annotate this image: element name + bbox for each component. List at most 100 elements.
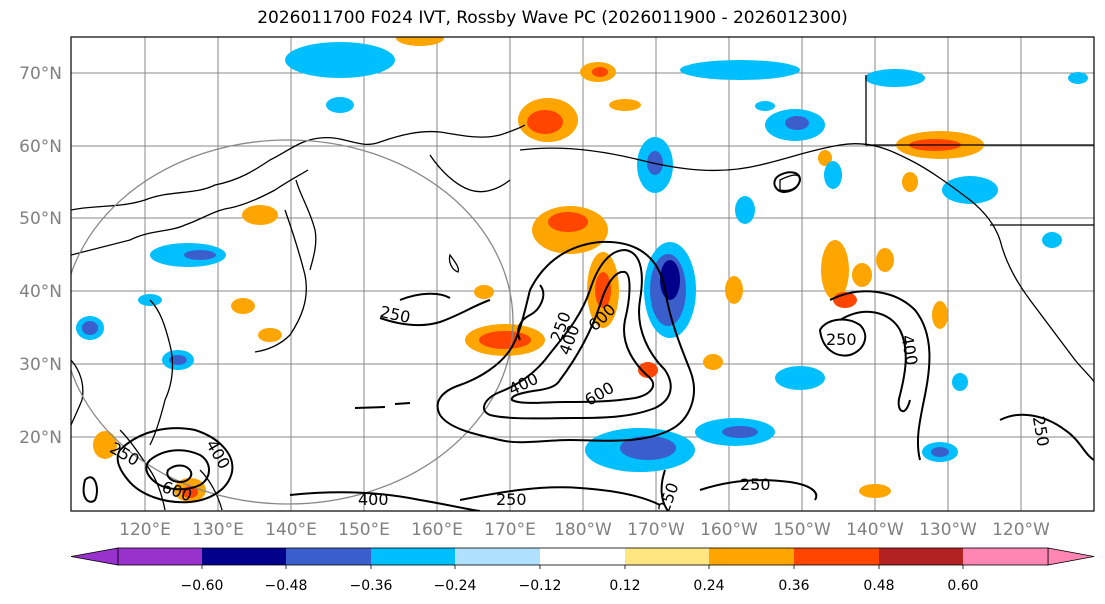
colorbar-tick-labels: −0.60 −0.48 −0.36 −0.24 −0.12 0.12 0.24 0.36 0.4… (181, 565, 979, 594)
negative-region (1068, 72, 1088, 84)
colorbar-segment (118, 548, 202, 565)
positive-region (548, 212, 588, 232)
map-border (70, 36, 1095, 512)
ivt-contour-400 (116, 427, 234, 504)
positive-region (93, 431, 117, 459)
positive-region (859, 484, 891, 498)
negative-region (184, 250, 216, 260)
lon-tick-label: 120°E (119, 520, 171, 540)
lat-tick-label: 70°N (19, 64, 62, 84)
colorbar-tick-label: 0.36 (778, 578, 809, 594)
negative-region (680, 60, 800, 80)
ivt-contours (82, 171, 1094, 511)
colorbar-tick-label: 0.12 (609, 578, 640, 594)
colorbar-extend-max (1047, 547, 1095, 566)
colorbar-tick-label: 0.60 (947, 578, 978, 594)
ivt-contour-250 (436, 240, 695, 444)
colorbar-segment (286, 548, 371, 565)
lon-tick-label: 150°W (773, 520, 831, 540)
positive-region (725, 276, 743, 304)
lat-tick-label: 20°N (19, 428, 62, 448)
contour-label: 250 (740, 475, 771, 494)
negative-region (82, 321, 98, 335)
positive-region (609, 99, 641, 111)
negative-region (169, 355, 187, 365)
colorbar (70, 547, 1095, 566)
positive-region (902, 172, 918, 192)
lat-tick-label: 30°N (19, 355, 62, 375)
ivt-contour-250 (354, 402, 411, 409)
negative-region (824, 161, 842, 189)
positive-region (703, 354, 723, 370)
ivt-contour-250 (517, 284, 545, 341)
lon-tick-label: 170°E (484, 520, 536, 540)
colorbar-tick-label: 0.48 (863, 578, 894, 594)
ivt-contour-250 (82, 476, 98, 503)
lon-tick-label: 160°W (700, 520, 758, 540)
latitude-labels: 70°N 60°N 50°N 40°N 30°N 20°N (19, 64, 62, 448)
colorbar-segment (202, 548, 286, 565)
positive-region (474, 285, 494, 299)
ivt-contour-400 (482, 248, 672, 420)
colorbar-segment (455, 548, 540, 565)
negative-region (865, 69, 925, 87)
lat-tick-label: 50°N (19, 209, 62, 229)
colorbar-outline (117, 547, 1049, 566)
colorbar-segment (540, 548, 625, 565)
colorbar-tick-label: −0.60 (181, 578, 224, 594)
negative-region (952, 373, 968, 391)
ivt-contour-600 (510, 270, 655, 404)
negative-region (775, 366, 825, 390)
negative-region (755, 101, 775, 111)
positive-region (852, 263, 872, 287)
positive-region (231, 298, 255, 314)
lon-tick-label: 170°W (627, 520, 685, 540)
colorbar-tick-label: −0.36 (350, 578, 393, 594)
lat-tick-label: 40°N (19, 282, 62, 302)
lon-tick-label: 160°E (411, 520, 463, 540)
colorbar-segment (371, 548, 455, 565)
colorbar-segment (709, 548, 794, 565)
lon-tick-label: 180°W (554, 520, 612, 540)
positive-region (242, 205, 278, 225)
colorbar-segment (963, 548, 1048, 565)
positive-region (396, 37, 444, 46)
ivt-contour-250 (459, 486, 661, 506)
colorbar-segment (625, 548, 709, 565)
colorbar-tick-label: −0.48 (265, 578, 308, 594)
negative-region (942, 176, 998, 204)
positive-region (638, 362, 658, 378)
positive-region (876, 248, 894, 272)
projection-circle (71, 139, 514, 505)
colorbar-segment (879, 548, 963, 565)
negative-region (722, 426, 758, 438)
figure-title: 2026011700 F024 IVT, Rossby Wave PC (202… (257, 8, 848, 28)
ivt-contour-250 (818, 318, 867, 357)
lon-tick-label: 130°W (919, 520, 977, 540)
negative-region (1042, 232, 1062, 248)
lat-tick-label: 60°N (19, 137, 62, 157)
contour-label: 250 (826, 330, 857, 349)
negative-region (931, 447, 949, 457)
ivt-contour-400 (839, 310, 911, 413)
ivt-contour-600 (145, 449, 210, 491)
contour-label: 250 (496, 490, 527, 509)
lon-tick-label: 140°W (846, 520, 904, 540)
longitude-labels: 120°E 130°E 140°E 150°E 160°E 170°E 180°W 170°W… (119, 520, 1050, 540)
ivt-contour-250 (999, 413, 1094, 461)
ivt-contour-400 (166, 464, 193, 484)
positive-region (258, 328, 282, 342)
colorbar-tick-label: −0.12 (519, 578, 562, 594)
ivt-contour-250 (699, 479, 818, 501)
rossby-wave-shading (76, 37, 1088, 502)
ivt-contour-250 (660, 469, 669, 511)
ivt-contour-250 (829, 290, 931, 461)
colorbar-segment (794, 548, 879, 565)
contour-label: 400 (358, 490, 389, 509)
ivt-contour-250 (773, 171, 802, 193)
positive-region (595, 272, 611, 308)
positive-region (527, 110, 563, 134)
colorbar-extend-min (70, 547, 119, 566)
lon-tick-label: 130°E (192, 520, 244, 540)
